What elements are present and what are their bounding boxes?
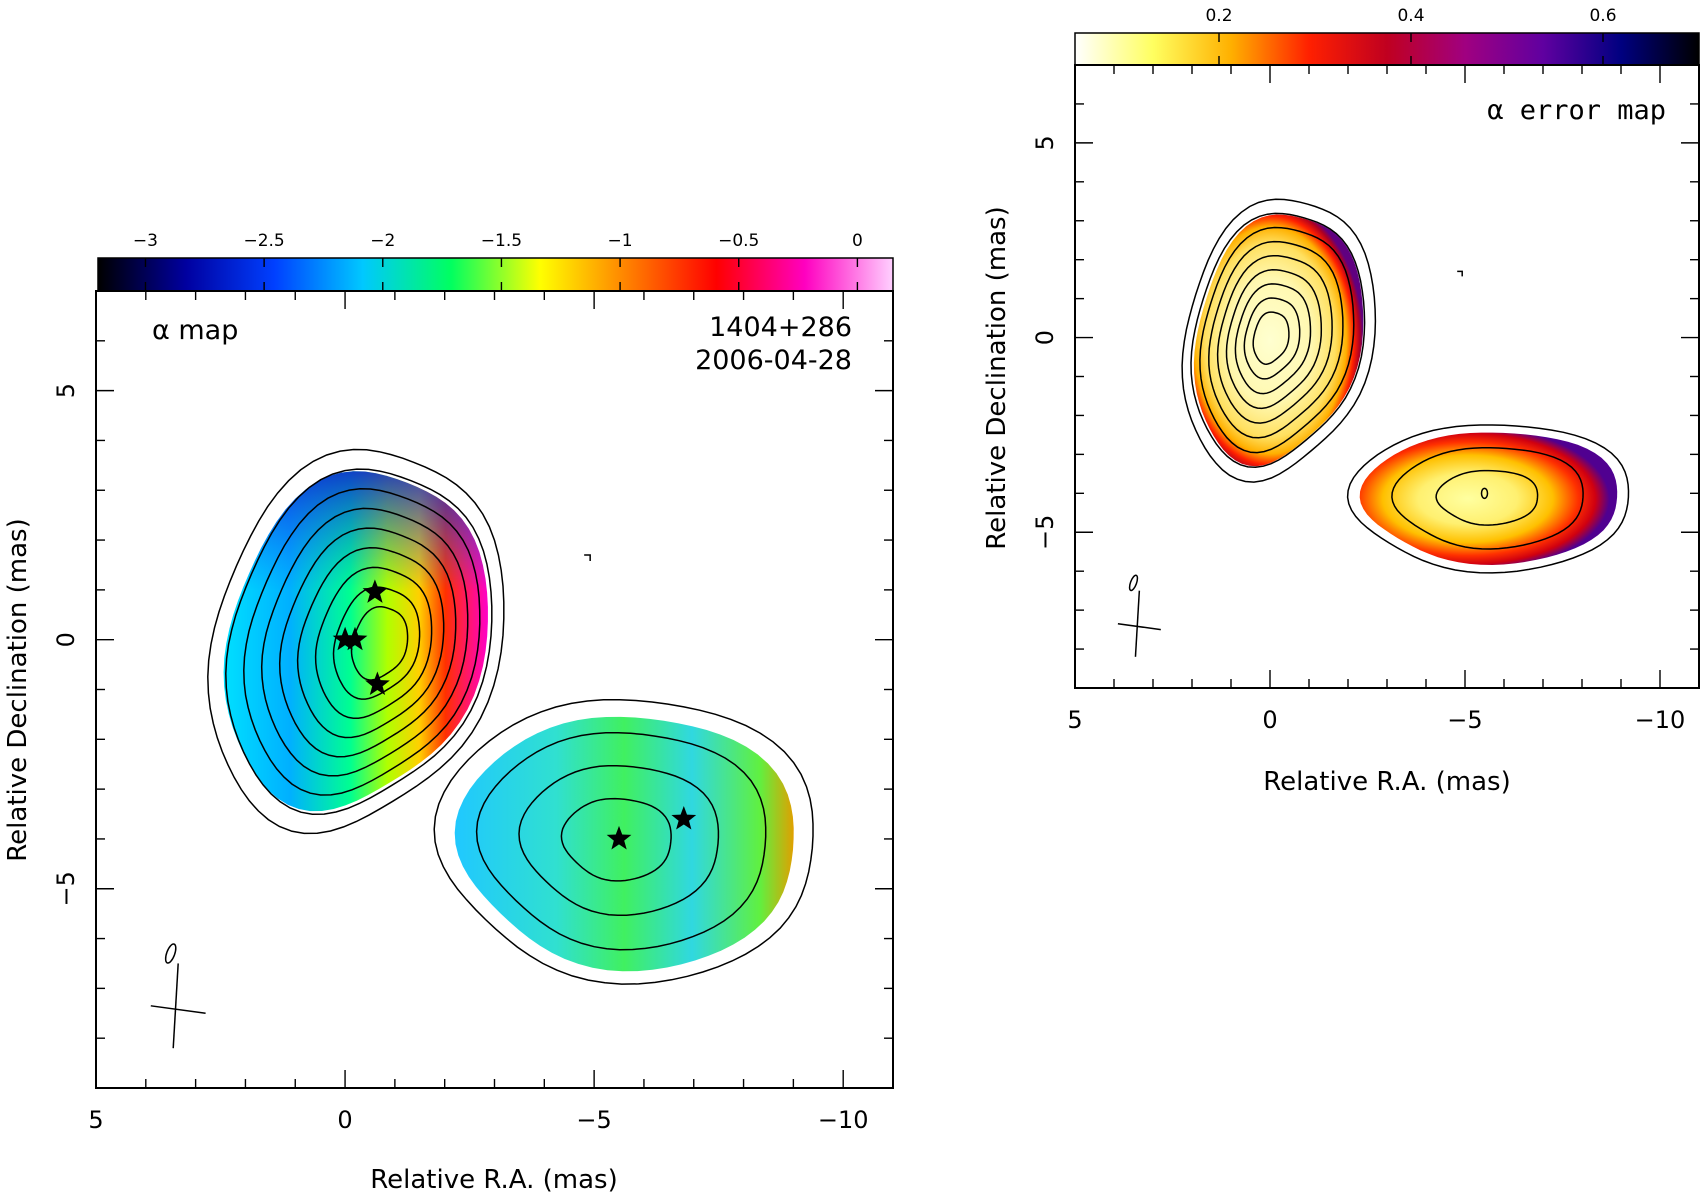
small-contour	[584, 554, 591, 562]
colorbar-tick-label: 0.6	[1589, 6, 1616, 26]
alpha-error-map-panel: 0.2 0.4 0.6 5 0 −5 −10 5 0 −5 α error map Relati…	[982, 6, 1700, 797]
colorbar-tick-label: −3	[133, 231, 158, 251]
colorbar-tick-label: −2.5	[243, 231, 284, 251]
colorbar-tick-label: −2	[370, 231, 395, 251]
alpha-error-map-xlabel: Relative R.A. (mas)	[1263, 767, 1510, 797]
alpha-error-map-image	[1193, 214, 1618, 565]
north-contour	[243, 488, 481, 796]
colorbar-gradient-bar	[97, 257, 894, 292]
x-tick-label: 0	[1262, 706, 1277, 734]
y-tick-label: 5	[1031, 135, 1059, 150]
alpha-map-frame	[95, 290, 894, 1089]
component-star	[671, 806, 697, 830]
alpha-error-map-frame	[1074, 64, 1700, 689]
alpha-map-ticks	[96, 291, 893, 1088]
y-tick-label: 0	[1031, 330, 1059, 345]
error-colorbar	[1074, 32, 1700, 66]
y-tick-label: −5	[1031, 515, 1059, 550]
beam-major-axis	[1134, 590, 1141, 657]
colorbar-tick-label: −1.5	[481, 231, 522, 251]
north-error-contour	[1225, 269, 1323, 410]
beam-minor-axis	[1117, 623, 1161, 631]
y-tick-label: −5	[52, 871, 80, 906]
south-error-contour	[1391, 447, 1584, 550]
north-contour	[207, 448, 505, 835]
alpha-map-label: α map	[152, 315, 238, 346]
north-error-contour	[1208, 240, 1344, 439]
south-contour	[433, 698, 814, 985]
x-tick-label: 5	[88, 1106, 103, 1134]
alpha-error-map-beam	[1117, 574, 1161, 657]
south-contour	[475, 731, 767, 951]
y-tick-label: 0	[52, 632, 80, 647]
north-error-contour	[1216, 254, 1333, 424]
alpha-map-image	[223, 471, 794, 972]
north-contour	[260, 507, 469, 777]
north-contour	[314, 566, 433, 720]
north-contour	[332, 586, 421, 700]
beam-minor-axis	[150, 1005, 206, 1015]
north-error-contour	[1181, 198, 1377, 483]
error-colorbar-tick-labels: 0.2 0.4 0.6	[1205, 6, 1616, 26]
south-component-error	[1359, 432, 1618, 565]
colorbar-tick-label: 0	[852, 231, 863, 251]
alpha-colorbar	[97, 257, 894, 292]
alpha-colorbar-tick-labels: −3 −2.5 −2 −1.5 −1 −0.5 0	[133, 231, 863, 251]
alpha-map-stars	[332, 579, 697, 850]
component-star	[332, 626, 358, 651]
north-contour	[296, 547, 445, 739]
y-tick-label: 5	[52, 383, 80, 398]
south-contour	[518, 764, 720, 917]
x-tick-label: −5	[576, 1106, 611, 1134]
alpha-map-ylabel: Relative Declination (mas)	[3, 518, 33, 861]
colorbar-tick-label: −0.5	[718, 231, 759, 251]
north-error-contour	[1252, 311, 1290, 365]
alpha-error-map-label: α error map	[1487, 95, 1666, 126]
colorbar-tick-label: 0.2	[1205, 6, 1232, 26]
alpha-error-map-ticks	[1075, 65, 1699, 688]
north-contour	[350, 605, 409, 681]
alpha-error-map-ylabel: Relative Declination (mas)	[982, 206, 1012, 549]
alpha-map-tick-labels: 5 0 −5 −10 5 0 −5	[52, 383, 869, 1134]
colorbar-tick-label: 0.4	[1397, 6, 1424, 26]
component-star	[362, 579, 388, 603]
north-error-contour	[1190, 212, 1366, 469]
alpha-error-map-contours	[1181, 198, 1630, 574]
south-contour	[560, 797, 672, 882]
source-name: 1404+286	[709, 312, 852, 343]
component-star	[342, 626, 368, 651]
north-error-contour	[1243, 297, 1301, 380]
x-tick-label: 5	[1067, 706, 1082, 734]
x-tick-label: 0	[337, 1106, 352, 1134]
beam-major-axis	[172, 963, 179, 1049]
beam-ellipse	[164, 943, 177, 964]
south-error-contour	[1435, 469, 1539, 526]
x-tick-label: −10	[1635, 706, 1686, 734]
south-error-contour	[1346, 424, 1630, 574]
north-error-contour	[1199, 226, 1355, 454]
north-contour	[225, 468, 493, 815]
north-error-contour	[1234, 283, 1312, 395]
x-tick-label: −10	[818, 1106, 869, 1134]
north-contour	[278, 527, 457, 758]
colorbar-tick-label: −1	[608, 231, 633, 251]
south-error-peak	[1480, 487, 1489, 500]
alpha-map-contours	[207, 448, 814, 985]
alpha-map-beam	[150, 943, 206, 1049]
beam-ellipse	[1128, 574, 1139, 592]
alpha-error-map-tick-labels: 5 0 −5 −10 5 0 −5	[1031, 135, 1685, 734]
colorbar-gradient-bar	[1074, 32, 1700, 66]
observation-date: 2006-04-28	[695, 345, 852, 376]
alpha-map-panel: −3 −2.5 −2 −1.5 −1 −0.5 0 5 0 −5 −10 5 0 −5 α map 14…	[3, 231, 894, 1195]
x-tick-label: −5	[1447, 706, 1482, 734]
component-star	[365, 671, 390, 695]
component-star	[606, 825, 632, 850]
small-contour	[1457, 270, 1463, 277]
alpha-map-xlabel: Relative R.A. (mas)	[370, 1165, 617, 1195]
